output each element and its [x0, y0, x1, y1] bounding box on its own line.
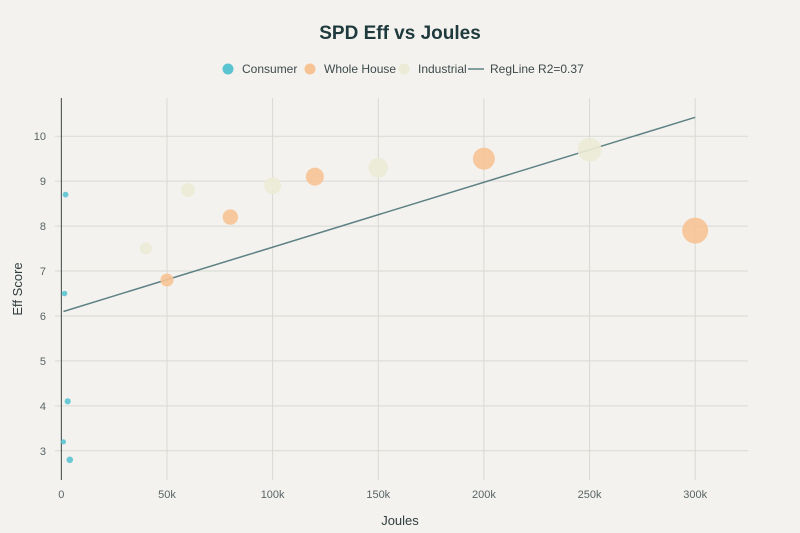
legend-item: RegLine R2=0.37 [468, 62, 584, 76]
y-tick-label: 3 [40, 446, 46, 458]
legend-label: Consumer [242, 62, 297, 76]
legend-item: Industrial [398, 62, 467, 76]
y-tick-label: 5 [40, 356, 46, 368]
y-tick-label: 10 [34, 131, 46, 143]
data-point [264, 177, 282, 195]
legend-label: RegLine R2=0.37 [490, 62, 584, 76]
x-tick-label: 0 [58, 489, 64, 501]
y-tick-label: 6 [40, 311, 46, 323]
series-whole-house [160, 147, 709, 287]
data-point [472, 147, 495, 170]
data-point [368, 157, 389, 178]
x-tick-label: 250k [578, 489, 602, 501]
x-tick-label: 50k [158, 489, 176, 501]
data-point [61, 290, 68, 297]
data-point [66, 456, 74, 464]
x-tick-label: 150k [366, 489, 390, 501]
series-consumer [60, 191, 74, 464]
y-tick-label: 9 [40, 176, 46, 188]
data-point [139, 242, 152, 255]
data-points [60, 137, 709, 464]
y-tick-label: 4 [40, 401, 46, 413]
x-tick-label: 200k [472, 489, 496, 501]
data-point [577, 137, 602, 162]
legend-marker [222, 63, 234, 75]
y-ticks: 3 4 5 6 7 8 9 10 [34, 131, 46, 458]
data-point [682, 217, 709, 244]
data-point [305, 167, 324, 186]
y-tick-label: 8 [40, 221, 46, 233]
data-point [222, 209, 239, 225]
grid [55, 98, 748, 480]
y-axis-label: Eff Score [10, 262, 25, 315]
data-point [64, 398, 71, 405]
legend: Consumer Whole House Industrial RegLine R2=… [222, 62, 584, 76]
x-ticks: 0 50k 100k 150k 200k 250k 300k [58, 489, 707, 501]
legend-item: Consumer [222, 62, 297, 76]
x-tick-label: 300k [683, 489, 707, 501]
data-point [160, 273, 174, 287]
series-industrial [139, 137, 602, 255]
legend-label: Industrial [418, 62, 467, 76]
x-axis-label: Joules [381, 513, 419, 528]
legend-label: Whole House [324, 62, 396, 76]
x-tick-label: 100k [261, 489, 285, 501]
data-point [60, 439, 67, 445]
chart-title: SPD Eff vs Joules [319, 23, 481, 44]
data-point [62, 191, 69, 198]
y-tick-label: 7 [40, 266, 46, 278]
data-point [181, 183, 196, 198]
legend-marker [398, 63, 410, 75]
legend-marker [304, 63, 316, 75]
legend-item: Whole House [304, 62, 396, 76]
